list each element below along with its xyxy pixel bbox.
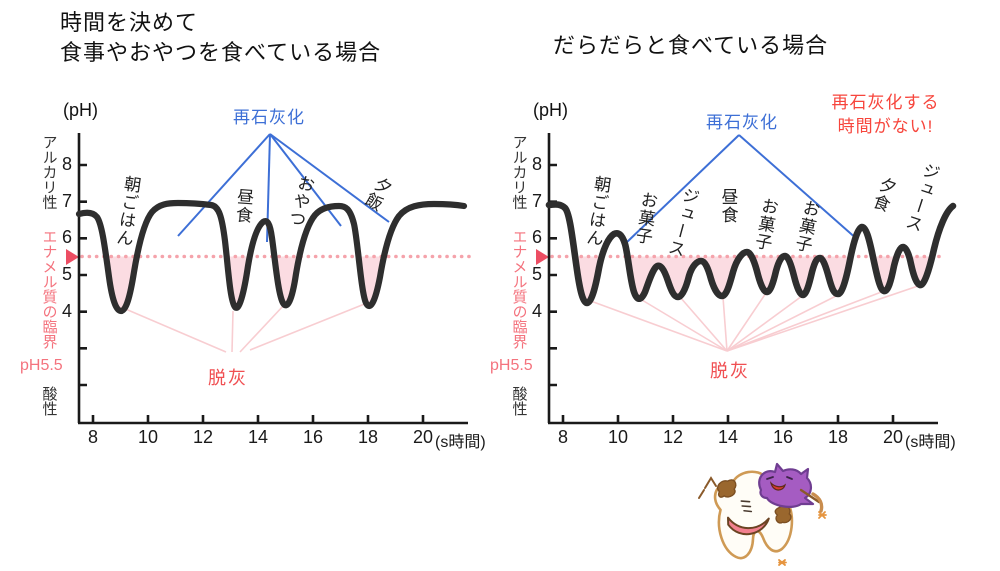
x-tick-label: 8 bbox=[557, 427, 568, 447]
axes-right bbox=[547, 133, 938, 425]
y-tick-label: 4 bbox=[61, 301, 72, 321]
x-axis-unit-label: (s時間) bbox=[435, 434, 486, 451]
right-chart-graphic bbox=[536, 133, 957, 425]
y-tick-label: 7 bbox=[61, 191, 72, 211]
y-tick-label: 6 bbox=[531, 227, 542, 247]
remineralization-lines-left bbox=[177, 133, 390, 243]
left-demineralization-label: 脱灰 bbox=[208, 368, 248, 388]
remineralization-lines-right bbox=[625, 134, 859, 244]
left-chart-graphic bbox=[66, 133, 472, 425]
x-tick-label: 16 bbox=[302, 427, 324, 447]
y-tick-label: 5 bbox=[531, 264, 542, 284]
x-tick-label: 14 bbox=[247, 427, 269, 447]
right-remineralization-label: 再石灰化 bbox=[706, 113, 778, 132]
x-tick-label: 10 bbox=[607, 427, 629, 447]
right-ph55-label: pH5.5 bbox=[490, 357, 533, 374]
x-tick-label: 14 bbox=[717, 427, 739, 447]
meal-label-lunch: 昼食 bbox=[232, 187, 254, 225]
demineralization-lines-left bbox=[120, 302, 368, 353]
right-alkaline-label: アルカリ性 bbox=[510, 134, 528, 210]
x-tick-label: 8 bbox=[87, 427, 98, 447]
critical-ph-marker-left bbox=[66, 249, 79, 265]
x-tick-label: 20 bbox=[882, 427, 904, 447]
critical-ph-marker-right bbox=[536, 249, 549, 265]
left-ph55-label: pH5.5 bbox=[20, 357, 63, 374]
no-time-warning-line1: 再石灰化する bbox=[831, 93, 940, 112]
ph-curve-right bbox=[545, 201, 957, 307]
left-chart-title-line1: 時間を決めて bbox=[60, 10, 199, 35]
x-tick-label: 10 bbox=[137, 427, 159, 447]
x-axis-unit-label: (s時間) bbox=[905, 434, 956, 451]
axes-left bbox=[77, 133, 468, 425]
cavity-germ bbox=[758, 462, 824, 513]
x-tick-label: 12 bbox=[662, 427, 684, 447]
left-ph-axis-label: (pH) bbox=[63, 100, 98, 120]
y-tick-label: 8 bbox=[61, 154, 72, 174]
y-tick-label: 7 bbox=[531, 191, 542, 211]
tooth-character-illustration bbox=[698, 462, 827, 566]
y-tick-label: 5 bbox=[61, 264, 72, 284]
demineralization-lines-right bbox=[587, 285, 919, 352]
y-tick-label: 6 bbox=[61, 227, 72, 247]
right-acid-label: 酸性 bbox=[510, 386, 528, 416]
right-chart-title: だらだらと食べている場合 bbox=[553, 33, 829, 58]
right-ph-axis-label: (pH) bbox=[533, 100, 568, 120]
x-tick-label: 20 bbox=[412, 427, 434, 447]
x-tick-label: 18 bbox=[357, 427, 379, 447]
y-tick-label: 8 bbox=[531, 154, 542, 174]
x-tick-label: 16 bbox=[772, 427, 794, 447]
left-enamel-critical-label: エナメル質の臨界 bbox=[40, 229, 58, 349]
x-tick-label: 12 bbox=[192, 427, 214, 447]
right-enamel-critical-label: エナメル質の臨界 bbox=[510, 229, 528, 349]
no-time-warning-line2: 時間がない! bbox=[837, 117, 934, 136]
meal-label-lunch: 昼食 bbox=[718, 188, 738, 224]
left-chart-title-line2: 食事やおやつを食べている場合 bbox=[60, 40, 382, 65]
right-demineralization-label: 脱灰 bbox=[710, 361, 750, 381]
left-acid-label: 酸性 bbox=[40, 386, 58, 416]
x-tick-label: 18 bbox=[827, 427, 849, 447]
left-alkaline-label: アルカリ性 bbox=[40, 134, 58, 210]
left-remineralization-label: 再石灰化 bbox=[233, 108, 305, 127]
ph-curve-left bbox=[75, 199, 468, 315]
y-tick-label: 4 bbox=[531, 301, 542, 321]
